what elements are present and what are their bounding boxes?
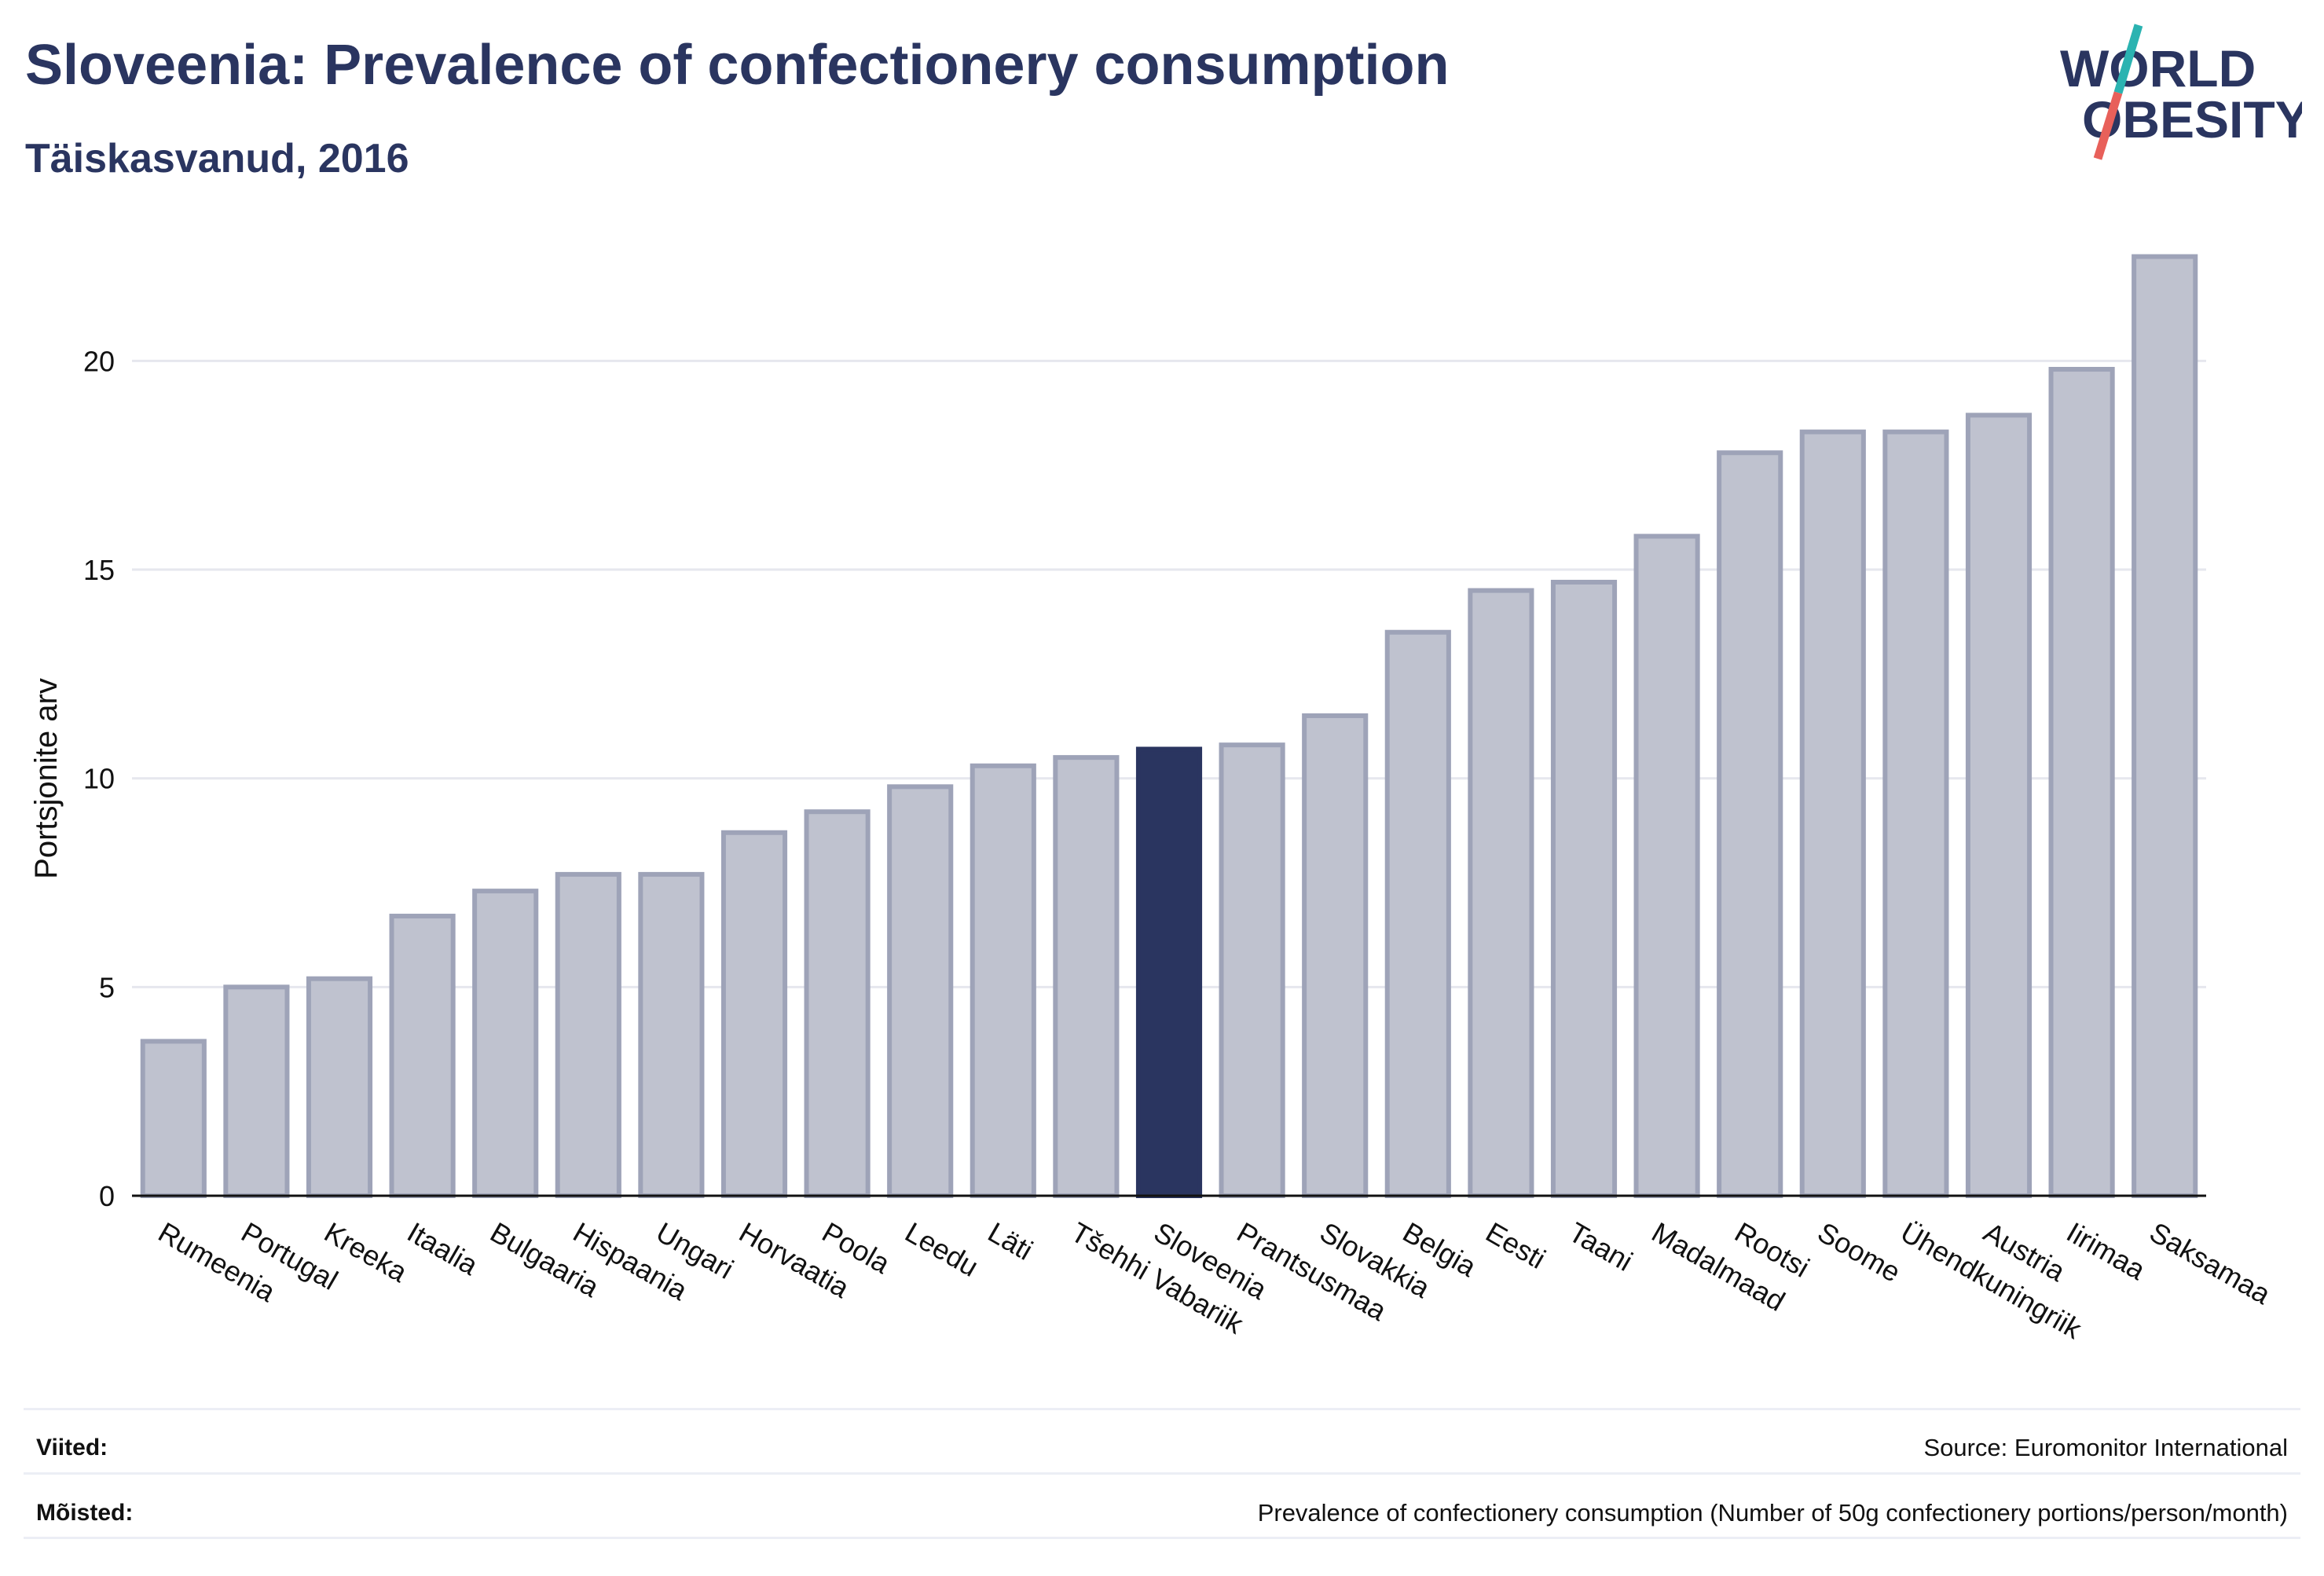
- y-tick-label: 0: [99, 1180, 115, 1212]
- bar-ühendkuningriik: [1882, 429, 1949, 1198]
- logo-word-world: WORLD: [2060, 39, 2256, 97]
- bar-sloveenia: [1135, 746, 1203, 1198]
- y-tick-labels: 0 5 10 15 20: [83, 345, 115, 1212]
- x-tick-label: Saksamaa: [2144, 1215, 2277, 1310]
- y-tick-label: 5: [99, 971, 115, 1003]
- bar-ungari: [638, 871, 705, 1198]
- bar-taani: [1550, 579, 1618, 1198]
- bar-madalmaad: [1633, 533, 1700, 1198]
- y-axis-label: Portsjonite arv: [29, 678, 64, 879]
- x-tick-label: Iirimaa: [2062, 1215, 2152, 1286]
- bar-prantsusmaa: [1219, 742, 1285, 1198]
- bar-tšehhi-vabariik: [1053, 755, 1120, 1198]
- bar-itaalia: [389, 914, 456, 1199]
- references-value: Source: Euromonitor International: [1923, 1434, 2288, 1461]
- bar-eesti: [1468, 588, 1534, 1198]
- chart-title: Sloveenia: Prevalence of confectionery c…: [25, 34, 1450, 97]
- bar-slovakkia: [1302, 713, 1369, 1198]
- bar-hispaania: [555, 871, 621, 1198]
- bar-portugal: [223, 984, 290, 1198]
- definitions-label: Mõisted:: [36, 1500, 134, 1526]
- logo-slash-top: [2113, 24, 2143, 94]
- logo-slash-bottom: [2093, 91, 2123, 160]
- bar-soome: [1799, 429, 1866, 1198]
- bar-belgia: [1384, 629, 1451, 1198]
- bar-poola: [804, 809, 871, 1198]
- y-tick-label: 20: [83, 345, 115, 377]
- definitions-value: Prevalence of confectionery consumption …: [1257, 1499, 2288, 1527]
- x-tick-label: Itaalia: [402, 1215, 485, 1281]
- footer-divider-top: [24, 1408, 2300, 1410]
- bar-kreeka: [306, 976, 373, 1198]
- y-tick-label: 10: [83, 763, 115, 795]
- x-tick-label: Taani: [1563, 1215, 1638, 1277]
- footer-divider-bottom: [24, 1537, 2300, 1539]
- bar-horvaatia: [720, 830, 788, 1199]
- bar-rootsi: [1717, 450, 1783, 1198]
- x-tick-label: Soome: [1813, 1215, 1906, 1288]
- bar-austria: [1965, 412, 2033, 1198]
- footer-divider-middle: [24, 1472, 2300, 1475]
- y-tick-label: 15: [83, 554, 115, 586]
- bar-saksamaa: [2132, 254, 2198, 1199]
- bar-rumeenia: [140, 1039, 207, 1198]
- bar-leedu: [887, 784, 954, 1198]
- bar-läti: [970, 763, 1036, 1198]
- x-tick-label: Leedu: [900, 1215, 984, 1283]
- world-obesity-logo: WORLD OBESITY: [2060, 24, 2302, 160]
- bar-bulgaaria: [472, 889, 539, 1198]
- x-tick-label: Läti: [983, 1215, 1039, 1266]
- bars: [140, 254, 2198, 1199]
- chart-subtitle: Täiskasvanud, 2016: [25, 136, 409, 181]
- bar-iirimaa: [2048, 367, 2115, 1199]
- references-label: Viited:: [36, 1435, 108, 1461]
- x-tick-label: Eesti: [1480, 1215, 1551, 1275]
